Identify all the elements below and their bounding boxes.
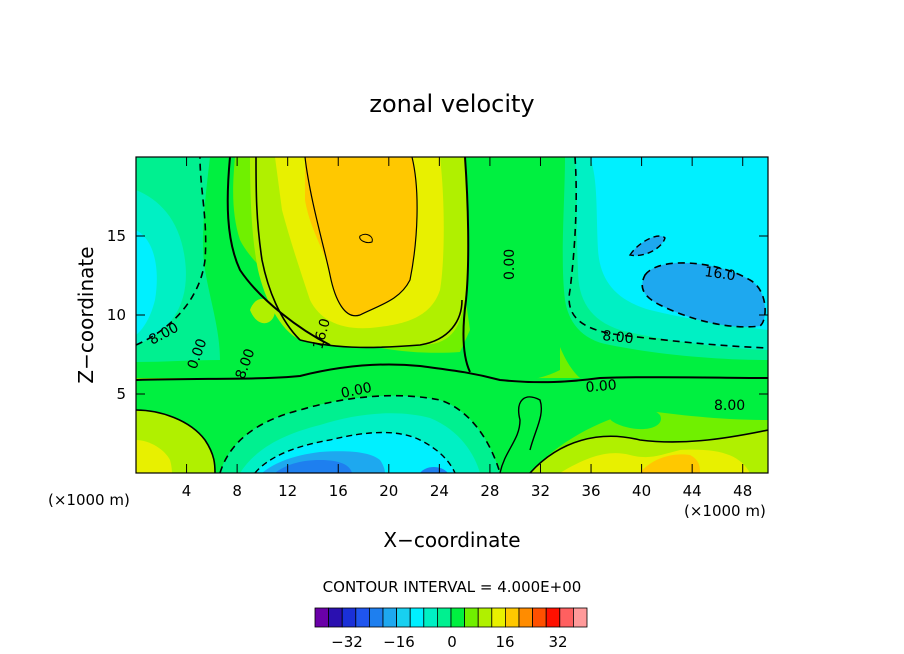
contour-fill-blue-lower-small [420, 466, 448, 473]
colorbar-swatch [396, 607, 411, 628]
contour-line-ellipse [359, 233, 373, 243]
contour-line-neg16-right [641, 262, 766, 328]
y-tick-label: 5 [116, 385, 126, 403]
contour-line-lower-dash2 [254, 431, 456, 473]
x-tick-label: 44 [683, 482, 702, 500]
x-tick-label: 12 [278, 482, 297, 500]
colorbar-swatch [328, 607, 343, 628]
contour-fill-orange-core [305, 157, 418, 316]
contour-line-zero-vertical [462, 157, 471, 373]
x-tick-label: 16 [329, 482, 348, 500]
contour-fill-blue-small [630, 235, 665, 256]
y-axis-label: Z−coordinate [74, 246, 98, 383]
contour-line-neg16-small [628, 235, 666, 257]
y-axis-ticks: 5 10 15 [107, 227, 768, 403]
x-tick-label: 20 [379, 482, 398, 500]
contour-label: 8.00 [714, 398, 745, 414]
colorbar-swatch [559, 607, 574, 628]
contour-label: 0.00 [585, 377, 617, 396]
contour-fill-yellow-lowerleft [136, 440, 172, 473]
colorbar-swatch [504, 607, 520, 628]
contour-lines [136, 157, 768, 473]
x-tick-label: 32 [531, 482, 550, 500]
colorbar-tick-label: 0 [447, 633, 457, 651]
x-axis-label: X−coordinate [383, 528, 520, 552]
x-tick-label: 40 [632, 482, 651, 500]
x-axis-ticks: 4 8 12 16 20 24 28 32 36 40 44 48 [182, 157, 752, 500]
colorbar-swatch [477, 607, 493, 628]
colorbar-swatch [464, 607, 479, 628]
contour-line-zero-wiggle [499, 396, 542, 473]
colorbar-swatch [491, 607, 506, 628]
colorbar-swatch [341, 607, 357, 628]
x-tick-label: 4 [182, 482, 192, 500]
contour-fill-green-lobe [250, 298, 275, 324]
contour-line-lowerleft [136, 409, 216, 473]
contour-line-neg8-right [568, 157, 768, 349]
contour-line-neg8-left [136, 157, 207, 346]
filled-contours [136, 157, 768, 473]
colorbar-swatch [532, 607, 547, 628]
contour-label: 0.00 [502, 249, 518, 280]
colorbar-tick-label: −16 [383, 633, 415, 651]
x-tick-label: 24 [430, 482, 449, 500]
y-tick-label: 10 [107, 306, 126, 324]
colorbar-swatch [409, 607, 425, 628]
y-tick-label: 15 [107, 227, 126, 245]
contour-interval-text: CONTOUR INTERVAL = 4.000E+00 [323, 578, 582, 596]
contour-line-8-lowerright [529, 429, 768, 473]
colorbar-swatch [573, 607, 588, 628]
x-tick-label: 8 [232, 482, 242, 500]
colorbar-swatch [545, 607, 561, 628]
colorbar [314, 607, 588, 628]
colorbar-tick-label: 16 [495, 633, 514, 651]
colorbar-swatch [314, 607, 330, 628]
x-tick-label: 36 [581, 482, 600, 500]
contour-label: 16.0 [703, 264, 736, 284]
contour-fill-green-left [136, 157, 560, 387]
x-unit-label-left: (×1000 m) [48, 491, 130, 509]
contour-label: 8.00 [602, 328, 635, 347]
x-unit-label-right: (×1000 m) [684, 502, 766, 520]
contour-line-lower-dash1 [219, 394, 501, 473]
colorbar-swatch [436, 607, 452, 628]
colorbar-swatch [382, 607, 398, 628]
x-tick-label: 48 [733, 482, 752, 500]
contour-label: 0.00 [340, 380, 374, 402]
contour-fill-bright-cyan-left [136, 230, 157, 335]
contour-label: 16.0 [310, 317, 334, 351]
contour-line-16-core [255, 157, 463, 349]
contour-line-20-core [304, 157, 418, 317]
x-tick-label: 28 [480, 482, 499, 500]
contour-fill-orange-lowerright [640, 454, 700, 473]
contour-line-zero-left [226, 157, 331, 346]
colorbar-swatch [355, 607, 370, 628]
colorbar-swatch [423, 607, 438, 628]
chart-title: zonal velocity [369, 90, 534, 118]
colorbar-tick-label: 32 [548, 633, 567, 651]
colorbar-swatch [518, 607, 534, 628]
contour-fill-green-patch-right [608, 404, 661, 430]
colorbar-tick-label: −32 [331, 633, 363, 651]
colorbar-labels: −32 −16 0 16 32 [331, 633, 567, 651]
colorbar-swatch [368, 607, 384, 628]
colorbar-swatch [450, 607, 466, 628]
contour-line-zero-main [136, 363, 768, 384]
contour-fill-blue-lower [275, 460, 352, 473]
